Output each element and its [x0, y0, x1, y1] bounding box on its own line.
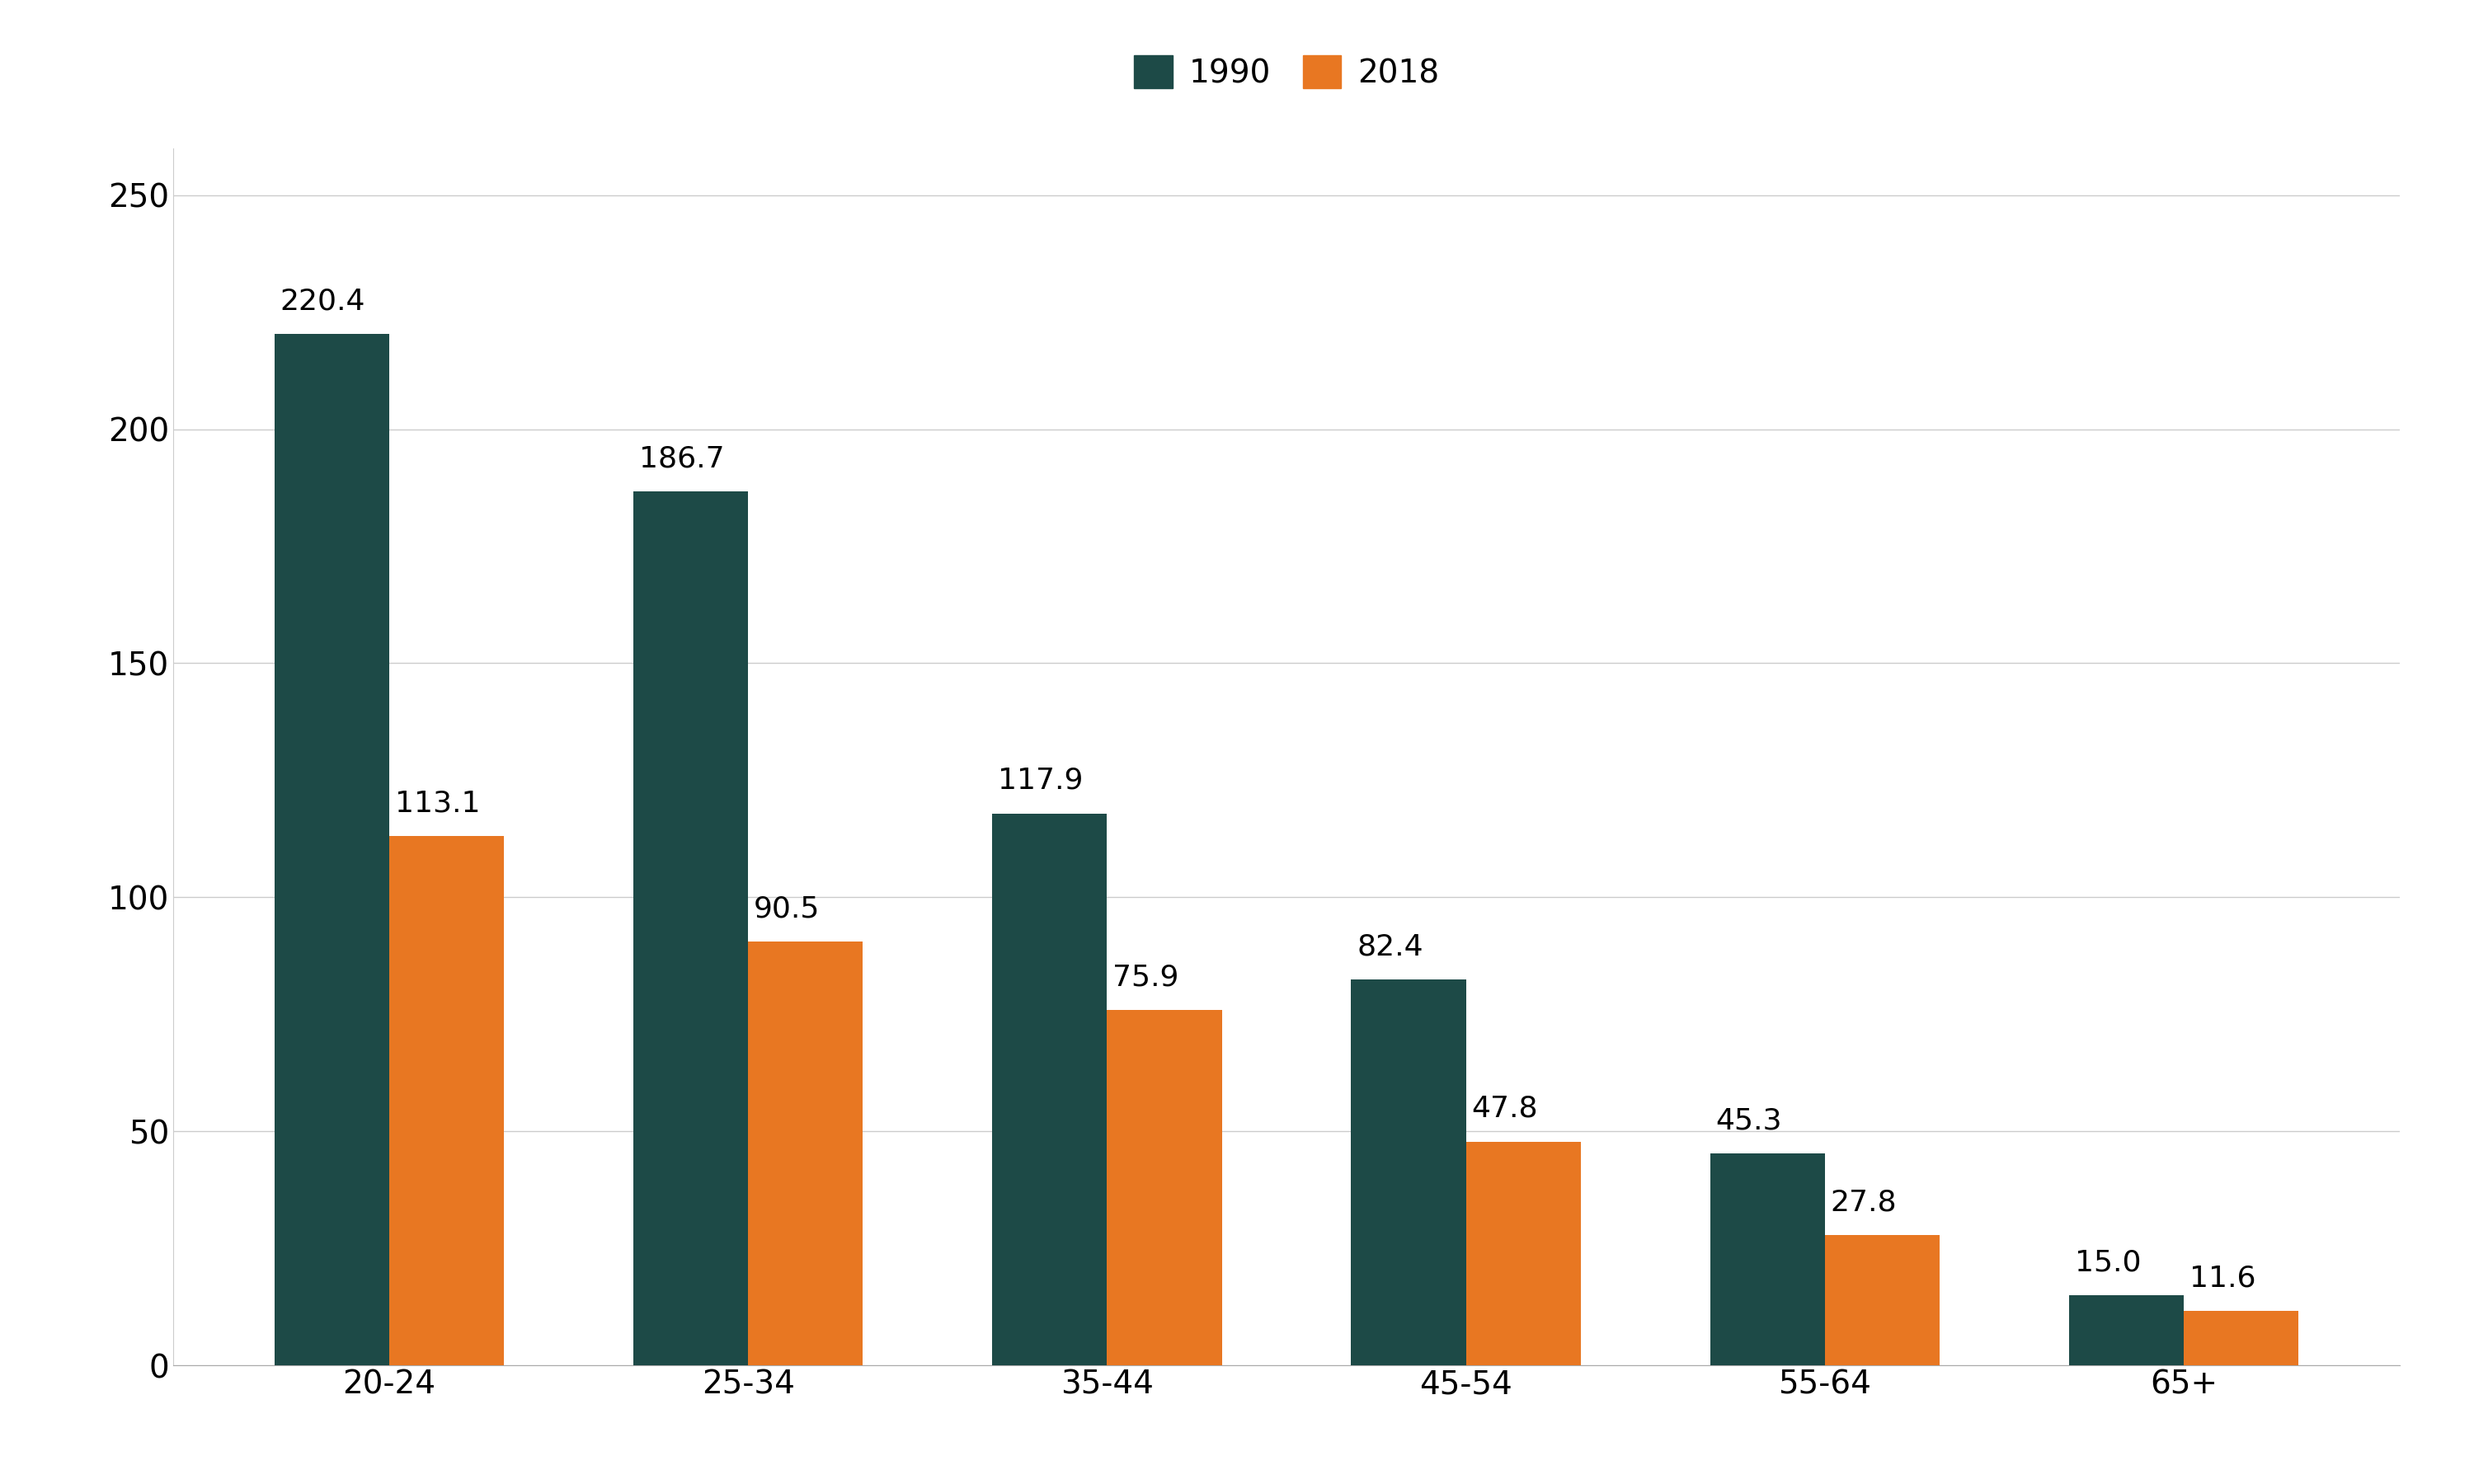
Bar	[633, 491, 747, 1365]
Text: 11.6: 11.6	[2189, 1264, 2256, 1293]
Legend: 1990, 2018: 1990, 2018	[1121, 43, 1452, 102]
Text: 75.9: 75.9	[1113, 963, 1180, 991]
Text: 47.8: 47.8	[1472, 1095, 1539, 1123]
Bar	[992, 813, 1106, 1365]
Bar	[1467, 1141, 1581, 1365]
Text: 15.0: 15.0	[2076, 1248, 2140, 1276]
Text: 186.7: 186.7	[638, 445, 725, 473]
Bar	[1710, 1153, 1826, 1365]
Text: 220.4: 220.4	[280, 286, 366, 315]
Bar	[1351, 979, 1467, 1365]
Bar	[388, 835, 505, 1365]
Bar	[2185, 1310, 2298, 1365]
Text: 117.9: 117.9	[997, 767, 1084, 795]
Bar	[747, 942, 863, 1365]
Text: 113.1: 113.1	[396, 789, 480, 818]
Text: 27.8: 27.8	[1831, 1189, 1898, 1217]
Bar	[2068, 1296, 2185, 1365]
Text: 45.3: 45.3	[1717, 1107, 1781, 1135]
Text: 82.4: 82.4	[1356, 933, 1423, 962]
Bar	[1826, 1235, 1940, 1365]
Text: 90.5: 90.5	[755, 895, 821, 923]
Bar	[1106, 1011, 1222, 1365]
Bar	[275, 334, 388, 1365]
